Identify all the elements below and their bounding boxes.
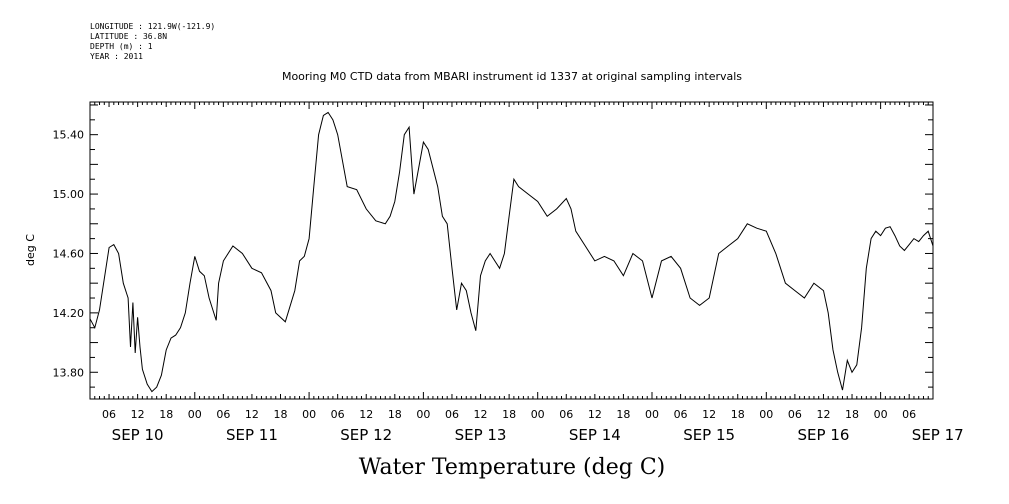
x-hour-label: 06	[674, 408, 688, 421]
x-hour-label: 00	[188, 408, 202, 421]
x-day-label: SEP 15	[683, 426, 735, 444]
x-hour-label: 12	[816, 408, 830, 421]
x-hour-label: 18	[731, 408, 745, 421]
x-hour-label: 18	[159, 408, 173, 421]
x-hour-label: 18	[388, 408, 402, 421]
x-hour-label: 06	[102, 408, 116, 421]
x-hour-label: 12	[131, 408, 145, 421]
x-hour-label: 00	[759, 408, 773, 421]
x-day-label: SEP 12	[340, 426, 392, 444]
x-hour-label: 12	[359, 408, 373, 421]
x-hour-label: 18	[274, 408, 288, 421]
x-hour-label: 06	[216, 408, 230, 421]
metadata-block: LONGITUDE : 121.9W(-121.9) LATITUDE : 36.…	[90, 22, 215, 62]
x-hour-label: 00	[302, 408, 316, 421]
meta-depth: DEPTH (m) : 1	[90, 42, 153, 51]
meta-year: YEAR : 2011	[90, 52, 143, 61]
x-hour-label: 12	[588, 408, 602, 421]
temperature-series-line	[89, 111, 934, 393]
x-tick-labels: 06 12 18 00 06 12 18 00 06 12 18 00 06 12 18 00 06 12 18 00…	[102, 408, 964, 444]
x-day-label: SEP 14	[569, 426, 621, 444]
y-tick-label: 15.40	[53, 129, 85, 142]
x-hour-label: 06	[902, 408, 916, 421]
x-hour-label: 06	[559, 408, 573, 421]
x-day-label: SEP 10	[112, 426, 164, 444]
meta-latitude: LATITUDE : 36.8N	[90, 32, 168, 41]
x-hour-label: 12	[474, 408, 488, 421]
x-hour-label: 00	[531, 408, 545, 421]
x-day-label: SEP 17	[912, 426, 964, 444]
x-day-label: SEP 16	[798, 426, 850, 444]
x-hour-label: 06	[331, 408, 345, 421]
x-hour-label: 12	[245, 408, 259, 421]
y-tick-label: 13.80	[53, 366, 85, 379]
x-hour-label: 00	[874, 408, 888, 421]
x-hour-label: 18	[616, 408, 630, 421]
x-hour-label: 06	[445, 408, 459, 421]
y-axis-label: deg C	[24, 234, 37, 266]
x-hour-label: 18	[502, 408, 516, 421]
y-tick-label: 14.60	[53, 247, 85, 260]
chart-title: Mooring M0 CTD data from MBARI instrumen…	[282, 70, 742, 83]
y-tick-labels: 13.80 14.20 14.60 15.00 15.40	[53, 129, 85, 380]
x-hour-label: 00	[645, 408, 659, 421]
x-day-label: SEP 11	[226, 426, 278, 444]
plot-frame	[89, 101, 934, 400]
x-axis-label: Water Temperature (deg C)	[359, 455, 666, 480]
y-tick-label: 15.00	[53, 188, 85, 201]
y-tick-label: 14.20	[53, 307, 85, 320]
meta-longitude: LONGITUDE : 121.9W(-121.9)	[90, 22, 216, 31]
x-hour-label: 18	[845, 408, 859, 421]
x-day-label: SEP 13	[455, 426, 507, 444]
x-hour-label: 00	[416, 408, 430, 421]
x-hour-label: 12	[702, 408, 716, 421]
tick-marks	[89, 102, 934, 399]
x-hour-label: 06	[788, 408, 802, 421]
